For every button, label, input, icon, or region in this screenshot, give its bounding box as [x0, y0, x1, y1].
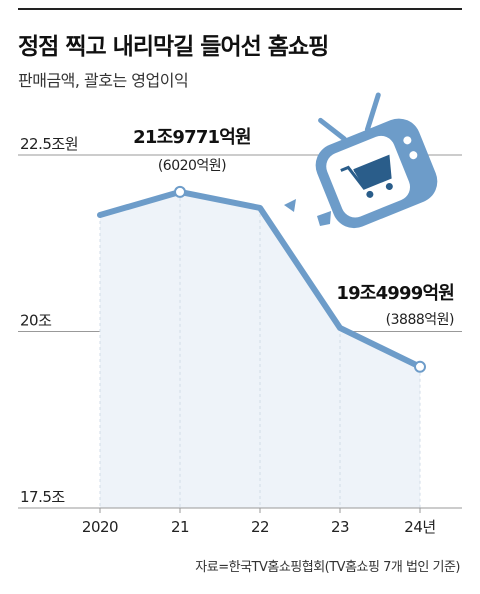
y-tick-label: 22.5조원 [20, 135, 78, 153]
title-rule [18, 8, 462, 10]
series-line [97, 188, 423, 370]
chart-subtitle: 판매금액, 괄호는 영업이익 [18, 71, 189, 90]
y-tick-label: 17.5조 [20, 488, 65, 506]
data-label: 19조4999억원 [336, 283, 454, 304]
data-label: 21조9771억원 [133, 127, 251, 148]
x-tick-label: 22 [251, 518, 269, 536]
chart-title: 정점 찍고 내리막길 들어선 홈쇼핑 [18, 34, 329, 60]
tv-shopping-cart-icon [284, 92, 438, 229]
data-point-marker [414, 360, 426, 373]
x-tick-label: 24년 [404, 518, 435, 536]
data-sublabel: (3888억원) [386, 312, 454, 328]
data-sublabel: (6020억원) [158, 158, 226, 174]
data-point-marker [174, 185, 186, 198]
x-tick-label: 23 [331, 518, 349, 536]
y-tick-label: 20조 [20, 312, 52, 330]
x-tick-label: 21 [171, 518, 189, 536]
source-note: 자료=한국TV홈쇼핑협회(TV홈쇼핑 7개 법인 기준) [195, 560, 460, 575]
x-tick-label: 2020 [82, 518, 118, 536]
